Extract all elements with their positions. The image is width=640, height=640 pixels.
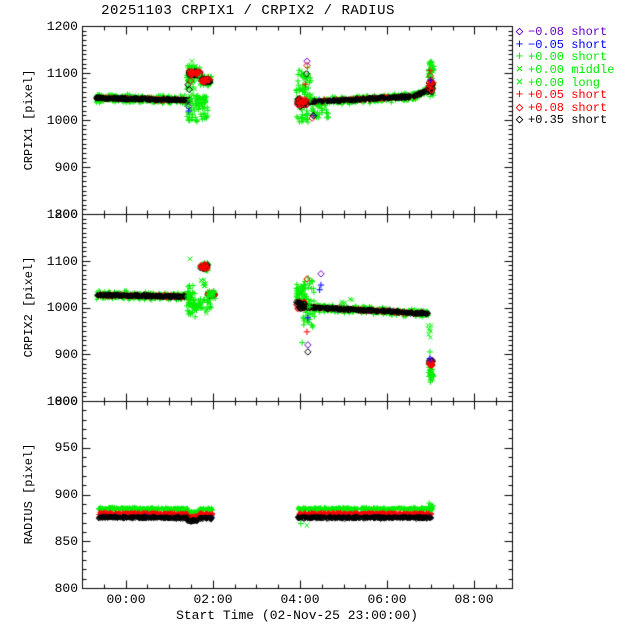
legend-label: +0.35 short [528, 113, 608, 128]
legend-label: +0.08 short [528, 100, 608, 115]
ytick-p3-950: 950 [54, 440, 78, 455]
legend-label: +0.00 middle [528, 63, 615, 78]
ytick-p2-800: 800 [54, 394, 78, 409]
y-axis-label-crpix1: CRPIX1 [pixel] [22, 69, 36, 171]
legend-label: −0.08 short [528, 25, 608, 40]
legend-row-005-short: + +0.05 short [511, 87, 614, 103]
cross-marker-icon: × [515, 74, 524, 90]
legend-label: +0.00 short [528, 50, 608, 65]
ytick-p2-1100: 1100 [46, 254, 78, 269]
ytick-p1-1100: 1100 [46, 66, 78, 81]
legend-row-000-long: × +0.00 long [511, 76, 614, 89]
chart-title: 20251103 CRPIX1 / CRPIX2 / RADIUS [101, 3, 395, 19]
legend-row-neg008-short: ◇ −0.08 short [511, 24, 614, 40]
x-axis-title: Start Time (02-Nov-25 23:00:00) [176, 608, 418, 623]
diamond-marker-icon: ◇ [515, 24, 524, 40]
ytick-p1-900: 900 [54, 160, 78, 175]
xtick-0400: 04:00 [280, 592, 320, 607]
y-axis-label-crpix2: CRPIX2 [pixel] [22, 256, 36, 358]
xtick-0000: 00:00 [106, 592, 146, 607]
xtick-0600: 06:00 [367, 592, 407, 607]
plus-marker-icon: + [515, 87, 524, 103]
y-axis-label-radius: RADIUS [pixel] [22, 443, 36, 545]
legend-row-035-short: ◇ +0.35 short [511, 112, 614, 128]
ytick-p2-1000: 1000 [46, 300, 78, 315]
legend-label: −0.05 short [528, 37, 608, 52]
legend-row-000-short: + +0.00 short [511, 49, 614, 65]
ytick-p1-1200: 1200 [46, 19, 78, 34]
cross-marker-icon: × [515, 62, 524, 78]
xtick-0800: 08:00 [454, 592, 494, 607]
legend-label: +0.05 short [528, 88, 608, 103]
plus-marker-icon: + [515, 36, 524, 52]
ytick-p2-1200: 1200 [46, 207, 78, 222]
xtick-0200: 02:00 [193, 592, 233, 607]
ytick-p3-1000: 1000 [46, 394, 78, 409]
ytick-p1-1000: 1000 [46, 113, 78, 128]
legend: ◇ −0.08 short + −0.05 short + +0.00 shor… [511, 24, 615, 128]
diamond-marker-icon: ◇ [515, 99, 524, 115]
ytick-p1-800: 800 [54, 207, 78, 222]
ytick-p3-850: 850 [54, 534, 78, 549]
ytick-p2-900: 900 [54, 347, 78, 362]
legend-row-008-short: ◇ +0.08 short [511, 99, 614, 115]
ytick-p3-900: 900 [54, 487, 78, 502]
diamond-marker-icon: ◇ [515, 112, 524, 128]
plus-marker-icon: + [515, 49, 524, 65]
legend-label: +0.00 long [528, 75, 601, 90]
ytick-p3-800: 800 [54, 581, 78, 596]
legend-row-neg005-short: + −0.05 short [511, 36, 614, 52]
legend-row-000-middle: × +0.00 middle [511, 62, 615, 78]
